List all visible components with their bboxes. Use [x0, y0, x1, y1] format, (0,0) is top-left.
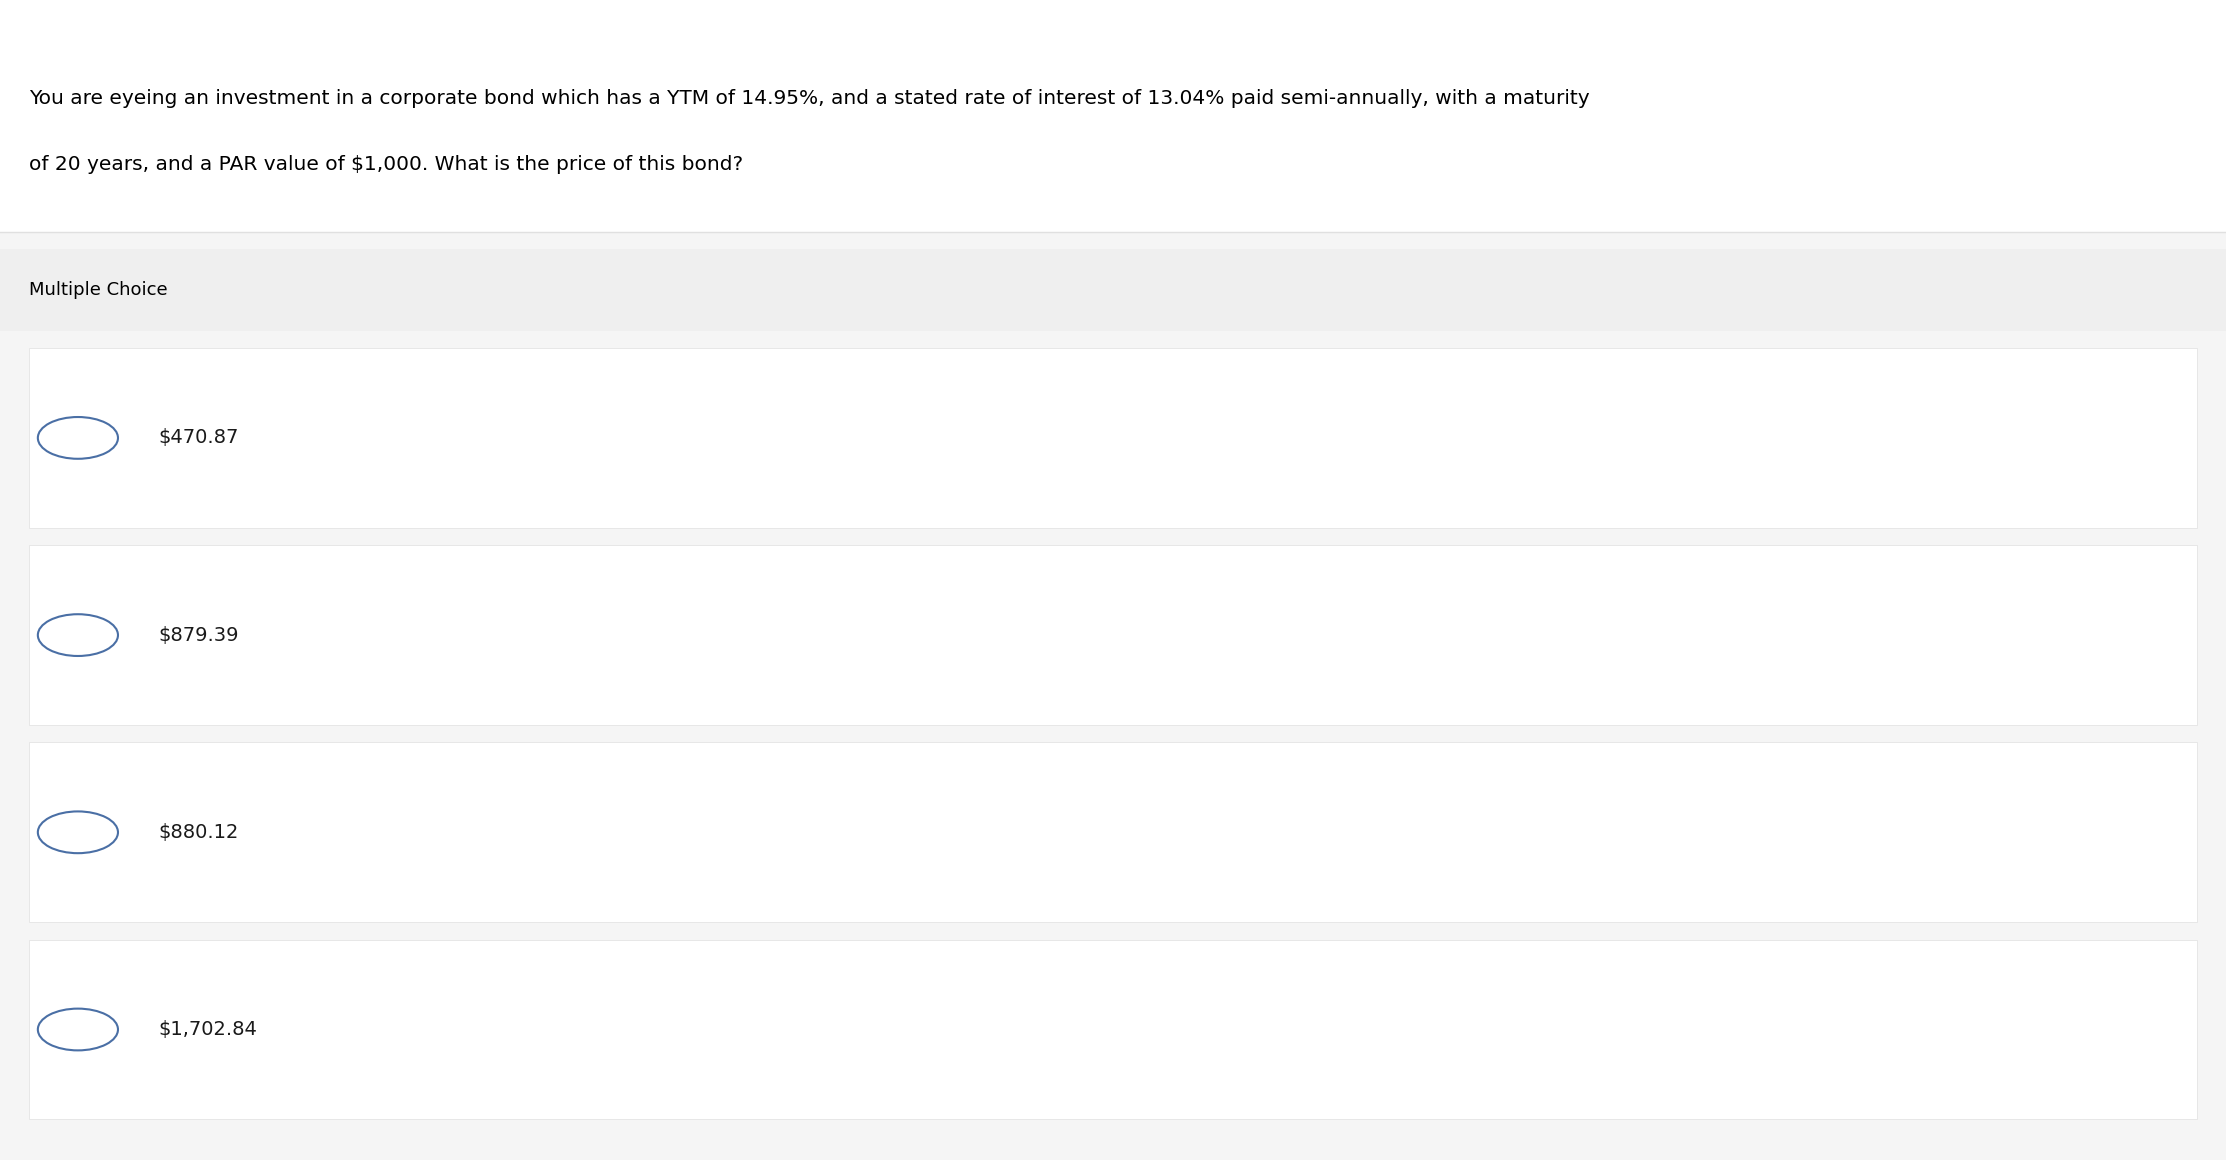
FancyBboxPatch shape [0, 0, 2226, 232]
Text: You are eyeing an investment in a corporate bond which has a YTM of 14.95%, and : You are eyeing an investment in a corpor… [29, 89, 1589, 108]
FancyBboxPatch shape [29, 348, 2197, 528]
FancyBboxPatch shape [0, 232, 2226, 1160]
FancyBboxPatch shape [29, 940, 2197, 1119]
Text: $879.39: $879.39 [158, 625, 238, 645]
Text: of 20 years, and a PAR value of $1,000. What is the price of this bond?: of 20 years, and a PAR value of $1,000. … [29, 155, 743, 174]
FancyBboxPatch shape [29, 742, 2197, 922]
Text: $1,702.84: $1,702.84 [158, 1020, 256, 1039]
Text: Multiple Choice: Multiple Choice [29, 281, 167, 299]
Text: $880.12: $880.12 [158, 822, 238, 842]
FancyBboxPatch shape [29, 545, 2197, 725]
FancyBboxPatch shape [0, 249, 2226, 331]
Text: $470.87: $470.87 [158, 428, 238, 448]
